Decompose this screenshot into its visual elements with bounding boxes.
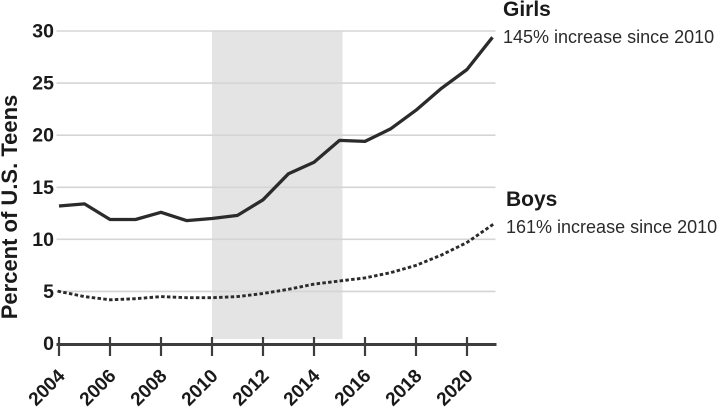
x-tick-label-2012: 2012 [229, 366, 274, 408]
girls-series-note: 145% increase since 2010 [503, 27, 715, 48]
y-tick-label-10: 10 [32, 229, 54, 251]
x-tick-label-2008: 2008 [127, 366, 172, 408]
girls-annotation: Girls 145% increase since 2010 [503, 0, 714, 48]
x-tick-label-2018: 2018 [382, 366, 427, 408]
x-tick-label-2006: 2006 [76, 366, 121, 408]
x-tick-label-2010: 2010 [178, 366, 223, 408]
series-line-girls [58, 36, 494, 223]
boys-series-note: 161% increase since 2010 [506, 217, 718, 238]
boys-series-label: Boys [506, 188, 558, 211]
y-tick-label-25: 25 [32, 73, 54, 95]
x-tick-label-2016: 2016 [331, 366, 376, 408]
y-tick-label-20: 20 [32, 125, 54, 147]
series-line-boys [57, 222, 495, 302]
x-tick-label-2020: 2020 [433, 366, 478, 408]
y-tick-label-0: 0 [43, 333, 54, 355]
x-tick-label-2004: 2004 [25, 365, 70, 408]
y-tick-label-30: 30 [32, 21, 54, 43]
boys-annotation: Boys 161% increase since 2010 [506, 188, 718, 238]
x-tick-label-2014: 2014 [280, 365, 325, 408]
y-tick-label-15: 15 [32, 177, 54, 199]
y-axis-title: Percent of U.S. Teens [0, 95, 22, 320]
girls-series-label: Girls [503, 0, 551, 21]
y-tick-label-5: 5 [43, 281, 54, 303]
